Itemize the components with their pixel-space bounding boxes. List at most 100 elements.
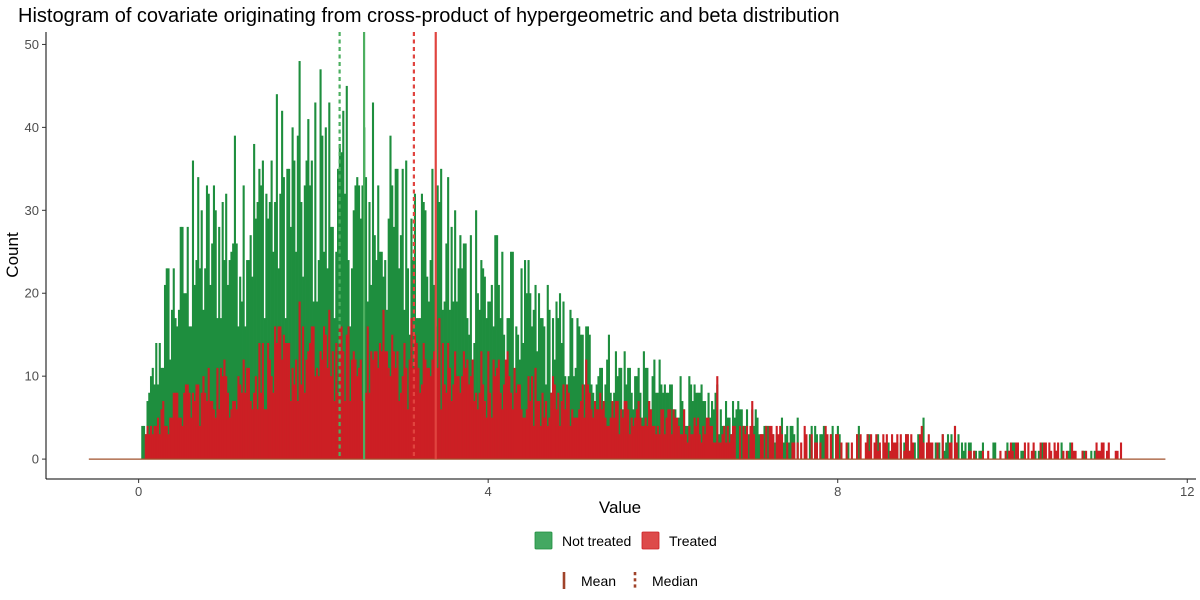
not-treated-bar	[1034, 450, 1037, 460]
treated-bar	[321, 359, 324, 460]
treated-bar	[779, 425, 782, 460]
treated-bar	[724, 442, 728, 460]
not-treated-bar	[740, 409, 743, 460]
not-treated-bar	[838, 434, 841, 460]
not-treated-bar	[333, 318, 336, 460]
treated-bar	[903, 450, 906, 460]
treated-bar	[786, 442, 789, 460]
treated-bar	[482, 384, 485, 460]
treated-bar	[606, 425, 609, 460]
treated-bar	[620, 409, 623, 460]
treated-bar	[163, 425, 167, 460]
not-treated-bar	[258, 168, 261, 460]
treated-bar	[176, 392, 179, 460]
not-treated-bar	[628, 367, 631, 460]
treated-bar	[309, 342, 312, 460]
treated-bar	[454, 351, 457, 460]
treated-bar	[768, 425, 771, 460]
not-treated-bar	[452, 301, 455, 460]
treated-bar	[504, 359, 507, 460]
treated-bar	[218, 409, 221, 460]
treated-bar	[272, 392, 275, 460]
legend-swatch-treated	[641, 531, 660, 550]
not-treated-bar	[310, 160, 313, 460]
treated-bar	[462, 351, 465, 460]
not-treated-bar	[218, 226, 221, 460]
not-treated-bar	[354, 185, 357, 460]
not-treated-bar	[226, 284, 229, 460]
treated-bar	[693, 417, 696, 460]
not-treated-bar	[309, 185, 312, 460]
treated-bar	[286, 342, 289, 460]
not-treated-bar	[431, 168, 434, 460]
treated-bar	[515, 392, 518, 460]
treated-bar	[623, 401, 626, 460]
treated-bar	[999, 450, 1002, 460]
treated-bar	[864, 442, 867, 460]
treated-bar	[1074, 450, 1077, 460]
not-treated-bar	[747, 434, 750, 460]
treated-bar	[247, 367, 250, 460]
not-treated-bar	[153, 384, 156, 460]
treated-bar	[925, 442, 929, 460]
not-treated-bar	[387, 218, 390, 460]
not-treated-bar	[288, 168, 291, 460]
not-treated-bar	[786, 425, 789, 460]
treated-bar	[829, 434, 832, 460]
treated-bar	[211, 401, 214, 460]
not-treated-bar	[758, 434, 761, 460]
treated-bar	[721, 434, 724, 460]
not-treated-bar	[305, 160, 308, 460]
not-treated-bar	[361, 185, 364, 460]
treated-bar	[195, 384, 198, 460]
treated-bar	[382, 309, 385, 460]
treated-bar	[172, 392, 175, 460]
y-tick-label: 20	[25, 286, 39, 301]
not-treated-bar	[317, 260, 320, 460]
treated-bar	[198, 425, 202, 460]
not-treated-bar	[548, 309, 551, 460]
treated-bar	[436, 367, 439, 460]
y-axis-title: Count	[3, 232, 22, 278]
not-treated-bar	[349, 326, 352, 460]
legend-swatch-not-treated	[534, 531, 553, 550]
treated-bar	[529, 401, 532, 460]
treated-bar	[184, 384, 188, 460]
treated-bar	[466, 359, 469, 460]
not-treated-bar	[191, 160, 195, 460]
treated-bar	[856, 434, 859, 460]
treated-bar	[537, 401, 541, 460]
treated-bar	[469, 376, 472, 460]
treated-bar	[878, 442, 881, 460]
treated-bar	[709, 425, 712, 460]
treated-bar	[1114, 450, 1117, 460]
treated-bar	[772, 434, 775, 460]
not-treated-bar	[522, 342, 525, 460]
not-treated-bar	[392, 226, 396, 460]
not-treated-bar	[198, 268, 202, 460]
treated-bar	[239, 384, 242, 460]
not-treated-bar	[690, 384, 693, 460]
treated-bar	[212, 409, 216, 460]
treated-bar	[906, 434, 909, 460]
treated-bar	[251, 409, 254, 460]
treated-bar	[261, 342, 264, 460]
treated-bar	[406, 409, 409, 460]
not-treated-bar	[151, 367, 154, 460]
treated-bar	[190, 417, 193, 460]
not-treated-bar	[700, 384, 703, 460]
treated-bar	[752, 434, 756, 460]
legend-label-mean: Mean	[581, 573, 616, 589]
treated-bar	[677, 425, 680, 460]
treated-bar	[936, 442, 939, 460]
not-treated-bar	[462, 243, 465, 460]
treated-bar	[445, 392, 448, 460]
not-treated-bar	[184, 293, 188, 460]
treated-bar	[836, 434, 839, 460]
not-treated-bar	[207, 193, 210, 460]
not-treated-bar	[606, 359, 609, 460]
treated-bar	[403, 342, 406, 460]
not-treated-bar	[962, 450, 965, 460]
plot-area	[88, 32, 1166, 460]
not-treated-bar	[537, 293, 541, 460]
